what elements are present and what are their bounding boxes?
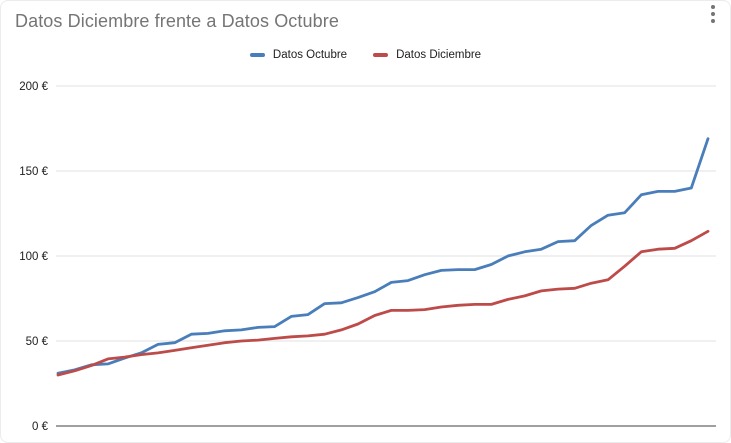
y-axis-tick-label: 0 €	[32, 421, 49, 433]
legend-item[interactable]: Datos Octubre	[249, 49, 348, 61]
y-axis-tick-label: 100 €	[19, 251, 48, 263]
kebab-dot	[711, 5, 715, 9]
y-axis-tick-label: 50 €	[26, 336, 49, 348]
kebab-dot	[711, 19, 715, 23]
kebab-menu-icon[interactable]	[702, 3, 724, 31]
legend-label: Datos Octubre	[272, 49, 348, 61]
series-line-datos-diciembre	[56, 229, 710, 377]
y-axis-tick-label: 200 €	[19, 81, 48, 93]
legend-item[interactable]: Datos Diciembre	[373, 49, 481, 61]
series-line-datos-octubre	[56, 137, 710, 375]
legend-swatch-icon	[249, 53, 265, 57]
y-axis-tick-label: 150 €	[19, 166, 48, 178]
chart-title: Datos Diciembre frente a Datos Octubre	[15, 11, 339, 31]
legend-swatch-icon	[373, 53, 389, 57]
legend-label: Datos Diciembre	[396, 49, 482, 61]
kebab-dot	[711, 12, 715, 16]
chart-legend: Datos Octubre Datos Diciembre	[1, 49, 730, 61]
